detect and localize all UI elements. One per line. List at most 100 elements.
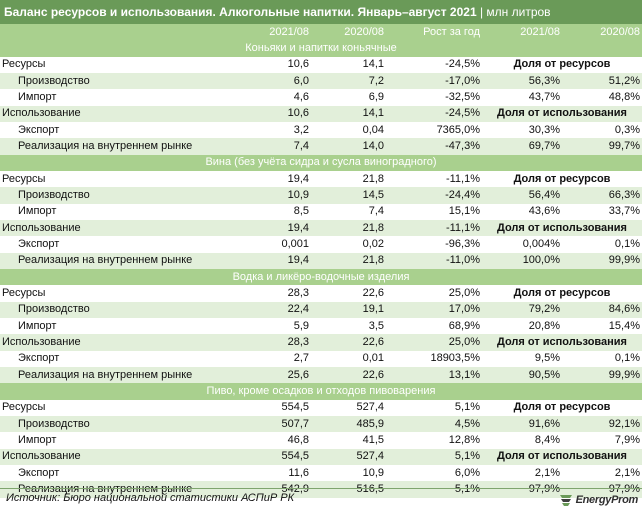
share-2021: 0,004% (522, 237, 560, 250)
value-2020: 19,1 (311, 301, 386, 318)
value-2020: 21,8 (362, 172, 384, 185)
share-2021: 97,9% (482, 481, 562, 498)
value-2020: 7,2 (311, 72, 386, 90)
share-2021: 43,6% (528, 205, 560, 218)
col-header-share-2020: 2020/08 (562, 24, 642, 41)
value-2021: 25,6 (236, 366, 311, 384)
row-label: Ресурсы (2, 401, 46, 414)
growth-value: 25,0% (448, 286, 480, 299)
value-2020: 14,5 (311, 187, 386, 204)
value-2020: 14,0 (311, 138, 386, 155)
share-2021: 56,4% (482, 187, 562, 204)
table-row: Экспорт 0,001 0,02 -96,3% 0,004% 0,1% (0, 236, 642, 252)
value-2021: 4,6 (293, 90, 309, 103)
title-text: Баланс ресурсов и использования. Алкогол… (4, 5, 477, 19)
section-header-row: Вина (без учёта сидра и сусла виноградно… (0, 154, 642, 171)
value-2020: 7,4 (368, 205, 384, 218)
source-note: Источник: Бюро национальной статистики А… (6, 492, 295, 504)
share-2020: 0,3% (614, 123, 640, 136)
value-2021: 6,0 (236, 72, 311, 90)
value-2021: 554,5 (281, 401, 309, 414)
table-row: Ресурсы 554,5 527,4 5,1% Доля от ресурсов (0, 400, 642, 416)
share-heading: Доля от ресурсов (513, 172, 611, 185)
share-heading: Доля от ресурсов (513, 58, 611, 71)
table-row: Реализация на внутреннем рынке 25,6 22,6 13… (0, 366, 642, 384)
col-header-label (0, 24, 236, 41)
value-2021: 22,4 (236, 301, 311, 318)
value-2021: 10,6 (236, 105, 311, 122)
value-2020: 10,9 (362, 466, 384, 479)
growth-value: -24,5% (445, 58, 480, 71)
value-2020: 21,8 (311, 252, 386, 269)
table-row: Импорт 4,6 6,9 -32,5% 43,7% 48,8% (0, 89, 642, 105)
share-2021: 69,7% (482, 138, 562, 155)
share-2021: 2,1% (534, 466, 560, 479)
growth-value: -11,1% (386, 219, 482, 237)
row-label: Импорт (18, 90, 57, 103)
growth-value: -32,5% (445, 90, 480, 103)
growth-value: -47,3% (386, 138, 482, 155)
table-row: Производство 10,9 14,5 -24,4% 56,4% 66,3% (0, 187, 642, 204)
section-title: Вина (без учёта сидра и сусла виноградно… (0, 154, 642, 171)
section-header-row: Коньяки и напитки коньячные (0, 40, 642, 57)
col-header-growth: Рост за год (386, 24, 482, 41)
table-row: Реализация на внутреннем рынке 19,4 21,8 -1… (0, 252, 642, 269)
share-2021: 100,0% (482, 252, 562, 269)
table-row: Импорт 5,9 3,5 68,9% 20,8% 15,4% (0, 318, 642, 334)
growth-value: 5,1% (454, 401, 480, 414)
table-row: Использование 554,5 527,4 5,1% Доля от испол… (0, 448, 642, 465)
share-2021: 91,6% (482, 415, 562, 433)
share-2020: 97,9% (562, 481, 642, 498)
logo-mark-icon (559, 495, 572, 506)
value-2021: 554,5 (236, 448, 311, 465)
share-2020: 99,9% (562, 366, 642, 384)
title-unit: | млн литров (479, 5, 551, 19)
growth-value: 5,1% (386, 448, 482, 465)
value-2021: 8,5 (293, 205, 309, 218)
value-2020: 527,4 (311, 448, 386, 465)
value-2020: 22,6 (362, 286, 384, 299)
share-heading: Доля от ресурсов (513, 401, 611, 414)
share-2021: 56,3% (482, 72, 562, 90)
table-title: Баланс ресурсов и использования. Алкогол… (0, 0, 642, 24)
value-2021: 3,2 (293, 123, 309, 136)
share-2021: 79,2% (482, 301, 562, 318)
share-heading: Доля от использования (482, 448, 642, 465)
share-2021: 9,5% (534, 352, 560, 365)
value-2021: 507,7 (236, 415, 311, 433)
row-label: Использование (0, 448, 236, 465)
row-label: Экспорт (18, 466, 60, 479)
share-2020: 66,3% (562, 187, 642, 204)
row-label: Реализация на внутреннем рынке (0, 138, 236, 155)
value-2021: 2,7 (293, 352, 309, 365)
table-row: Производство 507,7 485,9 4,5% 91,6% 92,1% (0, 415, 642, 433)
growth-value: -96,3% (445, 237, 480, 250)
row-label: Экспорт (18, 123, 60, 136)
value-2020: 0,04 (362, 123, 384, 136)
share-2020: 99,9% (562, 252, 642, 269)
row-label: Реализация на внутреннем рынке (0, 366, 236, 384)
growth-value: 4,5% (386, 415, 482, 433)
growth-value: 18903,5% (430, 352, 480, 365)
table-row: Использование 10,6 14,1 -24,5% Доля от испол… (0, 105, 642, 122)
value-2021: 28,3 (287, 286, 309, 299)
section-header-row: Водка и ликёро-водочные изделия (0, 268, 642, 286)
row-label: Использование (0, 334, 236, 351)
share-heading: Доля от ресурсов (513, 286, 611, 299)
share-2020: 84,6% (562, 301, 642, 318)
share-2021: 20,8% (528, 319, 560, 332)
value-2020: 21,8 (311, 219, 386, 237)
value-2020: 22,6 (311, 334, 386, 351)
table-body: Коньяки и напитки коньячные Ресурсы 10,6 14… (0, 40, 642, 498)
growth-value: 12,8% (448, 433, 480, 446)
value-2021: 10,6 (287, 58, 309, 71)
value-2021: 46,8 (287, 433, 309, 446)
share-2021: 30,3% (528, 123, 560, 136)
growth-value: 68,9% (448, 319, 480, 332)
value-2021: 28,3 (236, 334, 311, 351)
energyprom-logo: EnergyProm (558, 491, 638, 509)
value-2020: 14,1 (362, 58, 384, 71)
row-label: Использование (0, 105, 236, 122)
share-heading: Доля от использования (482, 219, 642, 237)
share-2020: 0,1% (614, 352, 640, 365)
